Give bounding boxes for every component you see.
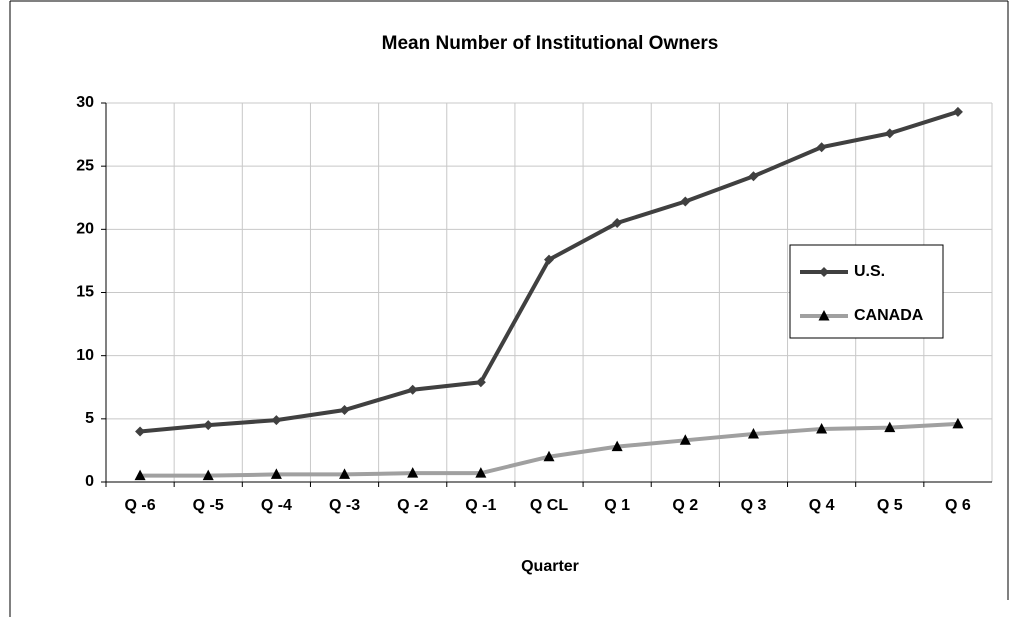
x-tick-label: Q 5 bbox=[877, 497, 903, 514]
series-marker bbox=[407, 467, 419, 478]
series-marker bbox=[271, 415, 282, 426]
series-marker bbox=[884, 421, 896, 433]
series-marker bbox=[339, 468, 351, 479]
series-marker bbox=[816, 142, 827, 153]
x-tick-label: Q CL bbox=[530, 497, 568, 514]
series-line bbox=[140, 421, 959, 478]
series-marker bbox=[202, 469, 214, 481]
x-tick-label: Q -3 bbox=[329, 497, 360, 514]
series-marker bbox=[543, 450, 555, 462]
series-marker bbox=[747, 427, 759, 439]
series-marker bbox=[816, 422, 828, 434]
legend-marker bbox=[819, 267, 829, 277]
x-tick-label: Q -5 bbox=[193, 497, 224, 514]
y-tick-label: 20 bbox=[76, 221, 94, 238]
series-marker bbox=[680, 196, 691, 207]
series-marker bbox=[475, 467, 487, 478]
series-marker bbox=[475, 377, 486, 388]
series-marker bbox=[270, 468, 282, 479]
series-marker bbox=[679, 434, 691, 445]
legend-box bbox=[789, 244, 944, 339]
x-tick-label: Q -2 bbox=[397, 497, 428, 514]
series-marker bbox=[952, 106, 963, 117]
x-tick-label: Q -1 bbox=[465, 497, 496, 514]
series-marker bbox=[612, 218, 623, 229]
legend-marker bbox=[818, 310, 830, 321]
x-axis-label: Quarter bbox=[521, 558, 579, 575]
y-tick-label: 5 bbox=[85, 410, 94, 427]
y-tick-label: 10 bbox=[76, 347, 94, 364]
series-marker bbox=[748, 171, 759, 182]
x-tick-label: Q 2 bbox=[672, 497, 698, 514]
y-tick-label: 15 bbox=[76, 284, 94, 301]
x-tick-label: Q 1 bbox=[604, 497, 630, 514]
y-tick-label: 0 bbox=[85, 473, 94, 490]
y-tick-label: 25 bbox=[76, 157, 94, 174]
chart-title: Mean Number of Institutional Owners bbox=[382, 33, 719, 54]
series-marker bbox=[339, 404, 350, 415]
x-tick-label: Q -6 bbox=[125, 497, 156, 514]
series-marker bbox=[884, 128, 895, 139]
series-marker bbox=[952, 417, 964, 429]
x-tick-label: Q 3 bbox=[741, 497, 767, 514]
legend-label: CANADA bbox=[854, 307, 924, 324]
series-marker bbox=[611, 440, 623, 452]
y-tick-label: 30 bbox=[76, 94, 94, 111]
series-marker bbox=[203, 420, 214, 431]
legend-label: U.S. bbox=[854, 263, 885, 280]
x-tick-label: Q 4 bbox=[809, 497, 835, 514]
series-marker bbox=[544, 254, 554, 265]
x-tick-label: Q 6 bbox=[945, 497, 971, 514]
x-tick-label: Q -4 bbox=[261, 497, 292, 514]
series-marker bbox=[135, 426, 146, 437]
series-marker bbox=[407, 384, 418, 395]
series-marker bbox=[134, 469, 146, 481]
